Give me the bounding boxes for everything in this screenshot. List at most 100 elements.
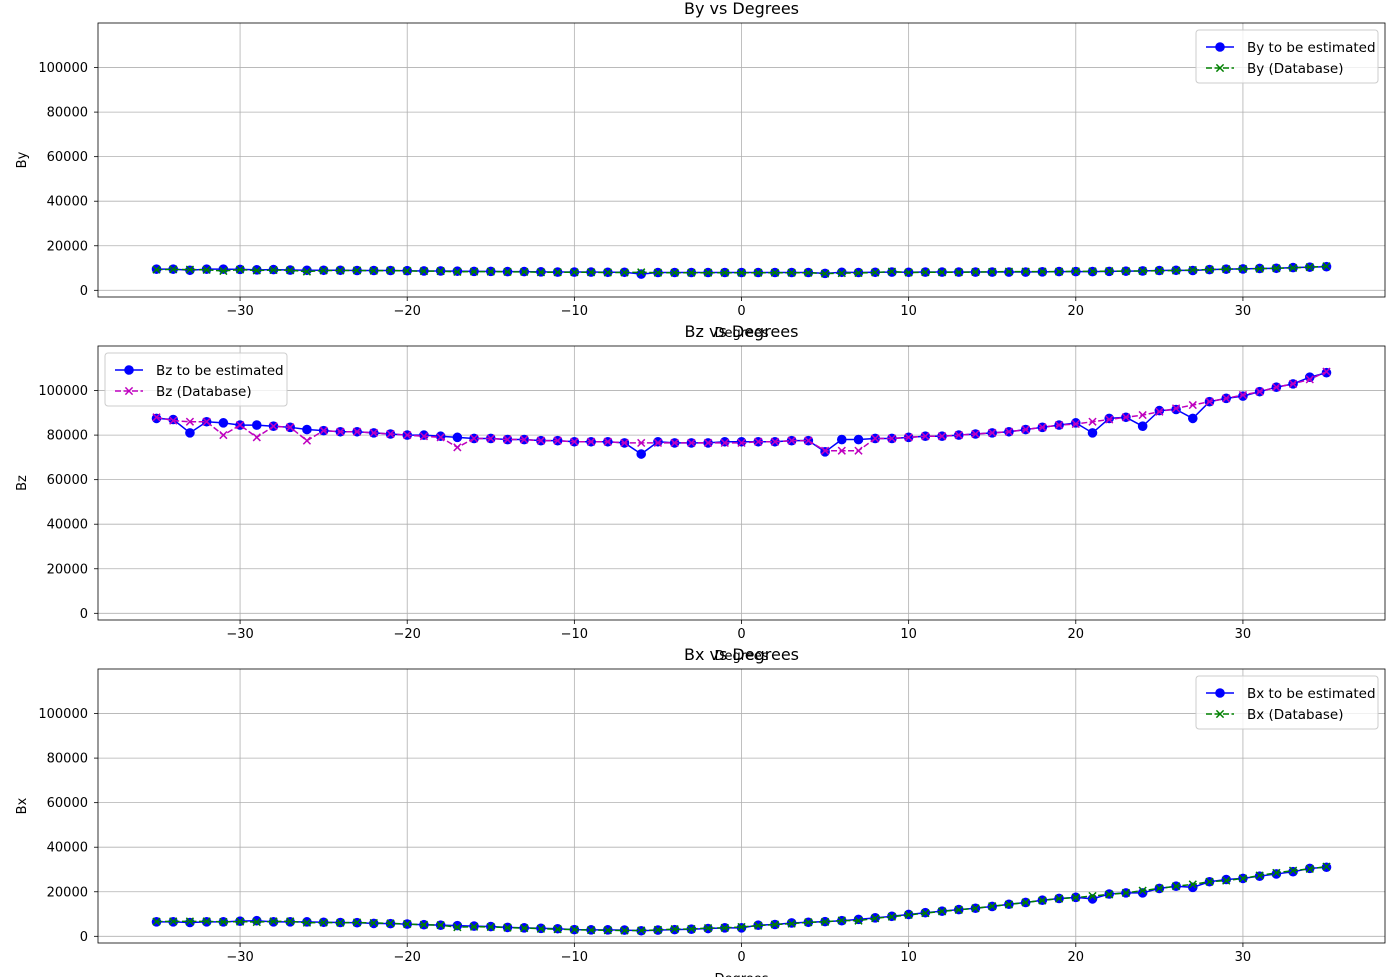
x-tick-label: 20 bbox=[1068, 627, 1085, 642]
data-point bbox=[720, 268, 729, 277]
legend: Bz to be estimated Bz (Database) bbox=[104, 352, 288, 407]
data-point bbox=[620, 926, 629, 935]
data-point bbox=[386, 429, 395, 439]
data-point bbox=[871, 914, 880, 923]
data-point bbox=[736, 436, 747, 447]
x-tick-label: 10 bbox=[900, 627, 917, 642]
data-point bbox=[737, 268, 746, 277]
legend-marker bbox=[124, 365, 134, 375]
data-point bbox=[887, 434, 897, 443]
y-axis-label: Bx bbox=[15, 797, 30, 814]
data-point bbox=[971, 429, 980, 439]
data-point bbox=[754, 268, 763, 277]
data-point bbox=[369, 918, 378, 928]
data-point bbox=[853, 914, 864, 925]
x-tick-label: −20 bbox=[393, 304, 420, 319]
data-point bbox=[1004, 267, 1014, 276]
data-point bbox=[1155, 266, 1164, 275]
data-point bbox=[887, 912, 897, 921]
legend-label: Bz to be estimated bbox=[156, 363, 284, 379]
data-point bbox=[503, 923, 512, 932]
data-point bbox=[904, 433, 913, 442]
data-point bbox=[1322, 367, 1331, 376]
data-point bbox=[770, 920, 780, 929]
data-point bbox=[570, 268, 579, 277]
data-point bbox=[820, 446, 830, 455]
data-point bbox=[586, 268, 596, 277]
data-point bbox=[1187, 882, 1198, 893]
data-point bbox=[904, 268, 913, 277]
data-point bbox=[954, 905, 963, 914]
data-point bbox=[419, 267, 429, 276]
y-axis-label: Bz bbox=[15, 475, 30, 491]
chart-title: Bx vs Degrees bbox=[684, 645, 799, 664]
data-point bbox=[670, 438, 679, 448]
data-point bbox=[436, 921, 445, 930]
legend-marker bbox=[124, 386, 134, 396]
data-point bbox=[586, 925, 596, 935]
data-point bbox=[419, 432, 429, 441]
data-point bbox=[202, 917, 211, 926]
data-point bbox=[235, 265, 245, 274]
data-point bbox=[687, 924, 696, 934]
data-point bbox=[720, 438, 729, 448]
data-point bbox=[152, 917, 161, 926]
data-point bbox=[185, 917, 195, 926]
x-tick-label: 0 bbox=[737, 950, 745, 965]
y-tick-label: 20000 bbox=[47, 885, 88, 900]
data-point bbox=[787, 268, 796, 277]
data-point bbox=[1121, 413, 1131, 422]
data-point bbox=[1255, 871, 1264, 880]
data-point bbox=[971, 267, 980, 277]
data-point bbox=[653, 268, 663, 277]
data-point bbox=[1021, 898, 1030, 907]
data-point bbox=[620, 268, 629, 277]
data-point bbox=[754, 437, 763, 446]
data-point bbox=[520, 923, 529, 933]
data-point bbox=[1238, 264, 1248, 274]
data-point bbox=[1188, 400, 1197, 410]
data-point bbox=[988, 267, 997, 276]
data-point bbox=[1288, 263, 1298, 272]
data-point bbox=[603, 437, 612, 446]
data-point bbox=[1222, 394, 1231, 403]
data-point bbox=[336, 918, 345, 927]
data-point bbox=[1070, 418, 1081, 428]
data-point bbox=[302, 267, 312, 276]
data-point bbox=[1322, 862, 1331, 871]
data-point bbox=[636, 449, 647, 459]
data-point bbox=[1137, 421, 1148, 431]
data-point bbox=[1288, 866, 1298, 875]
data-point bbox=[202, 417, 211, 426]
data-point bbox=[302, 436, 312, 445]
data-point bbox=[1222, 876, 1231, 885]
data-point bbox=[1138, 266, 1147, 276]
x-tick-label: −20 bbox=[393, 627, 420, 642]
legend-label: Bx (Database) bbox=[1247, 707, 1344, 723]
data-point bbox=[636, 269, 647, 279]
data-point bbox=[536, 436, 546, 445]
x-tick-label: −10 bbox=[561, 627, 588, 642]
data-point bbox=[235, 420, 245, 430]
data-point bbox=[1105, 890, 1114, 899]
data-point bbox=[570, 925, 579, 934]
legend-marker bbox=[1215, 42, 1225, 52]
data-point bbox=[336, 266, 345, 275]
data-point bbox=[520, 435, 529, 444]
data-point bbox=[603, 268, 612, 277]
data-point bbox=[269, 422, 278, 431]
data-point bbox=[1272, 264, 1281, 273]
data-point bbox=[1221, 874, 1232, 885]
data-point bbox=[1054, 267, 1064, 276]
data-point bbox=[1121, 267, 1131, 276]
data-point bbox=[1138, 410, 1147, 420]
data-point bbox=[954, 430, 963, 440]
data-point bbox=[302, 424, 312, 435]
data-point bbox=[1171, 882, 1181, 891]
bz-chart: −30 −20 −10 0 10 20 30 0 20000 40000 60000 80000 100… bbox=[15, 322, 1386, 664]
data-point bbox=[251, 915, 262, 926]
data-point bbox=[1171, 266, 1181, 275]
legend-label: By to be estimated bbox=[1247, 40, 1376, 56]
data-point bbox=[1138, 886, 1147, 895]
legend: Bx to be estimated Bx (Database) bbox=[1195, 675, 1379, 730]
